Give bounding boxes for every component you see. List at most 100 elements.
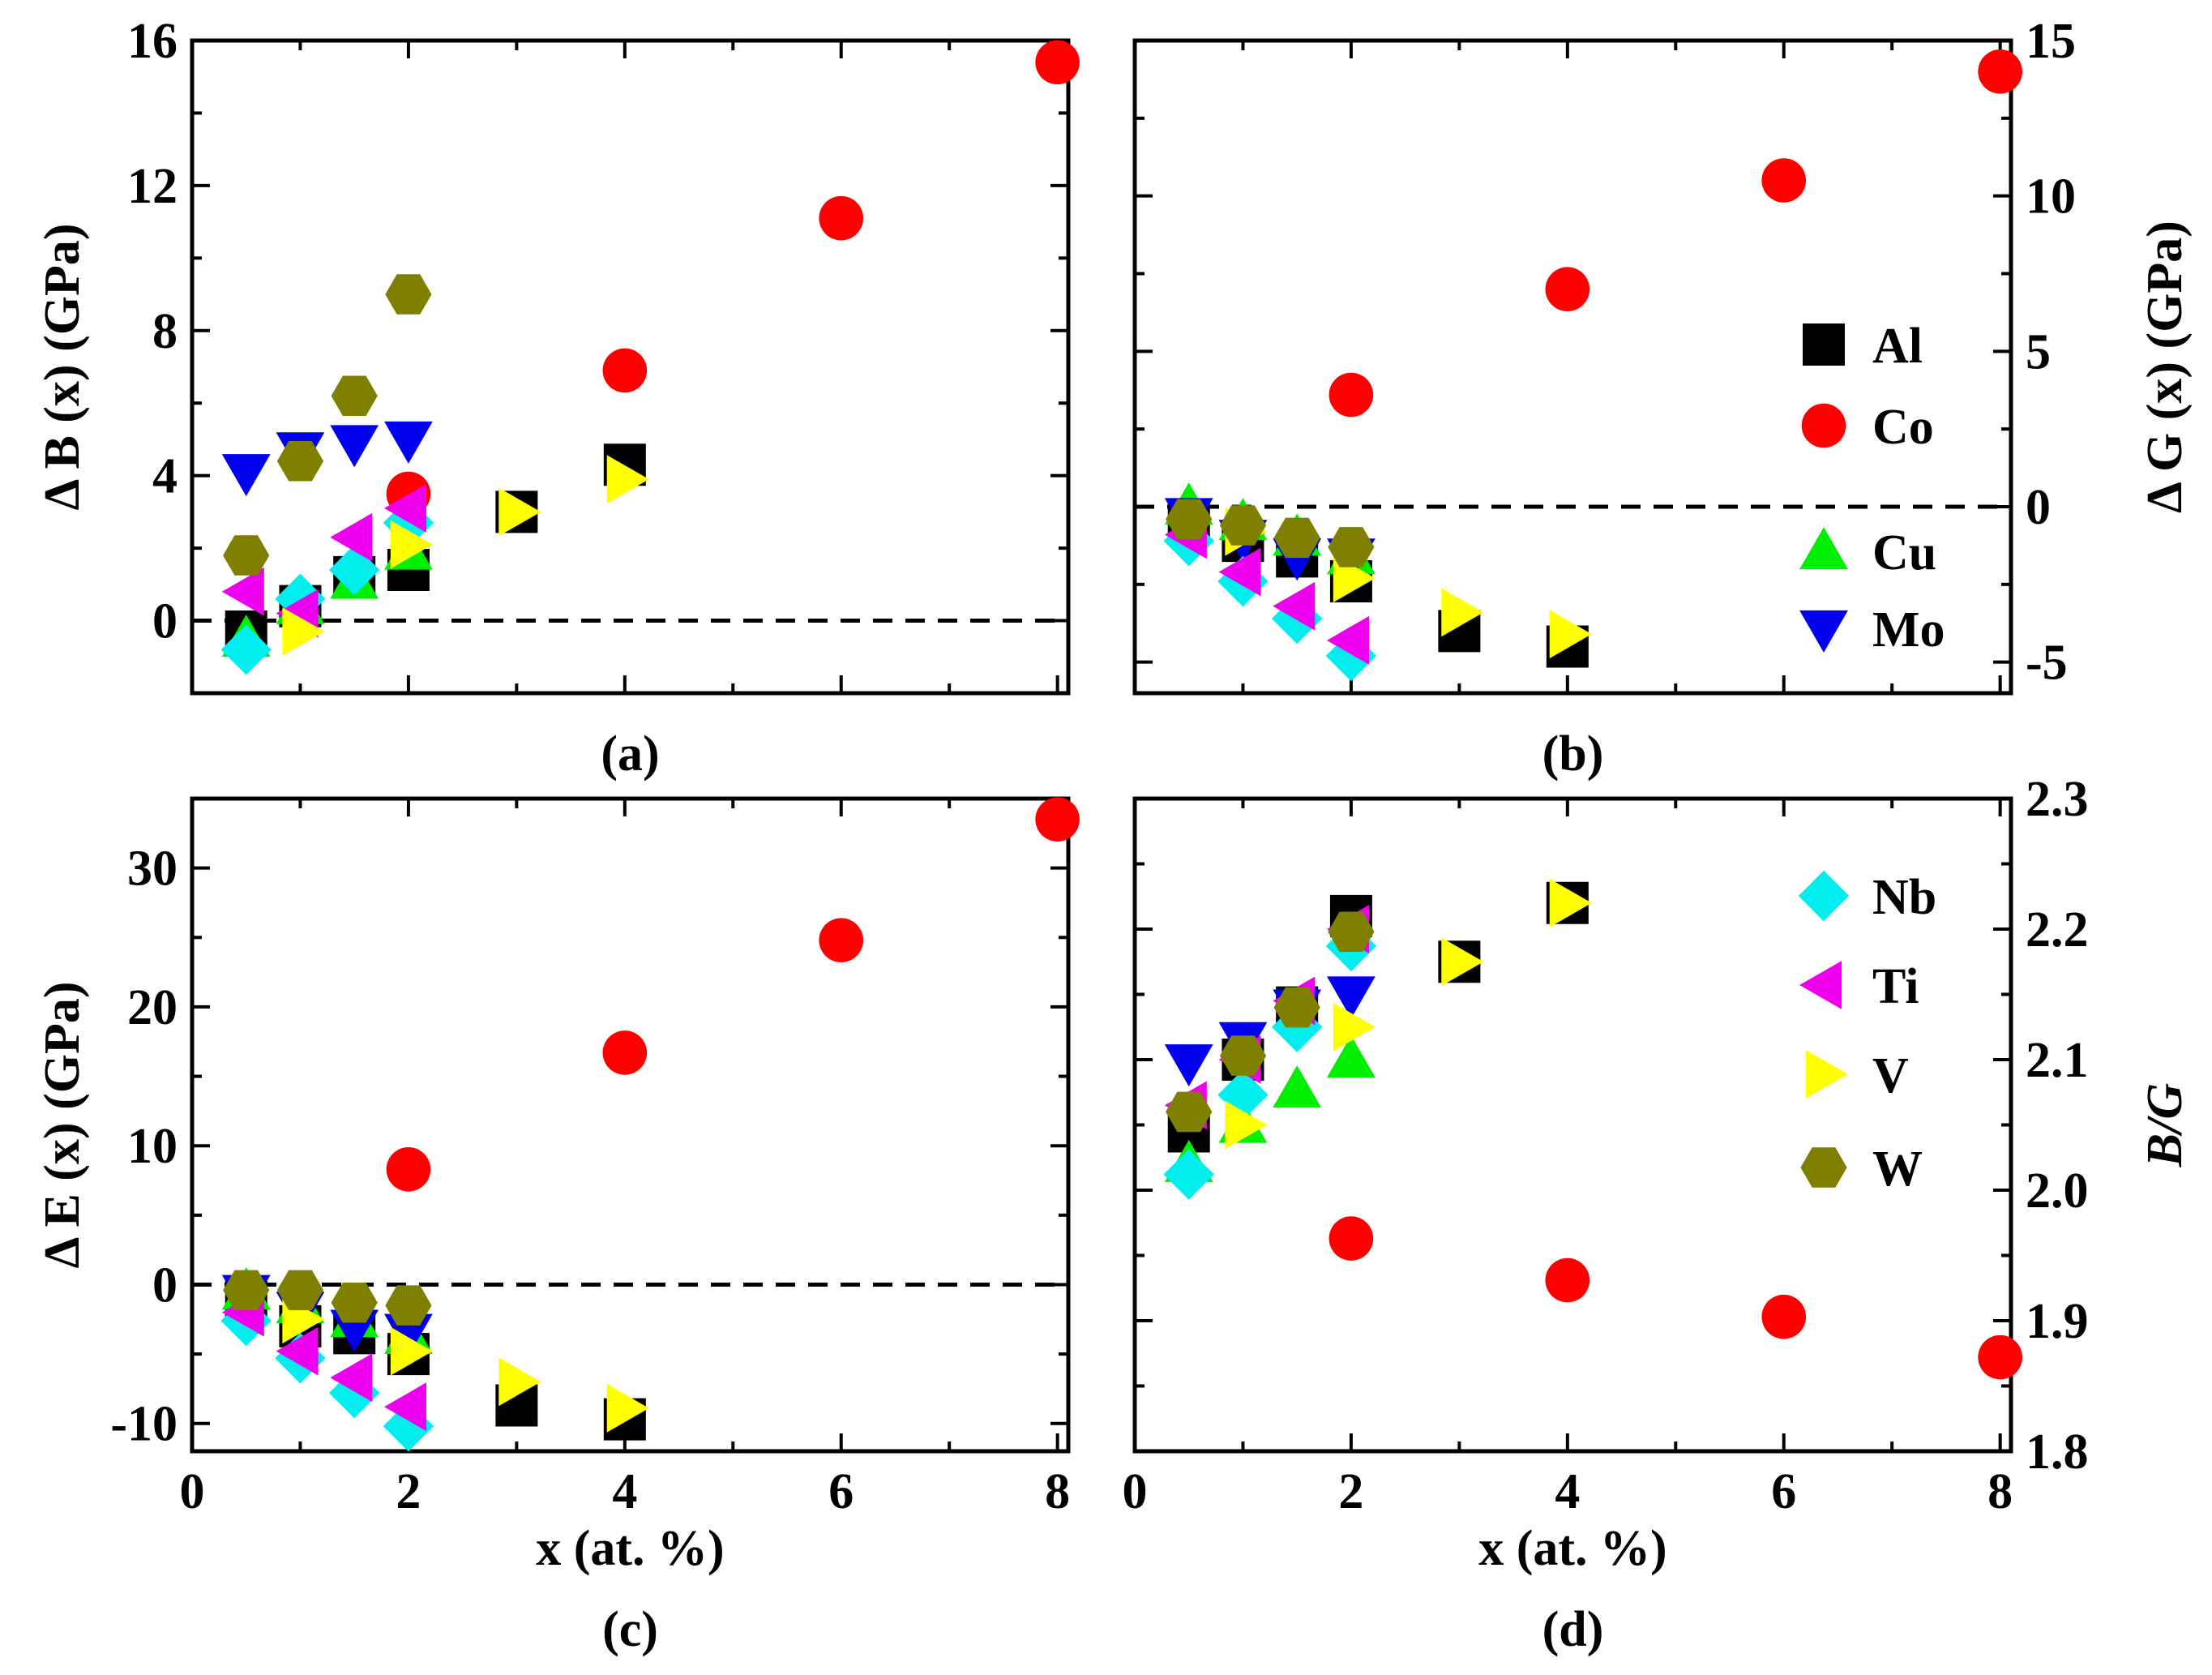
data-point-Nb [1163,1149,1214,1200]
y-axis-label: Δ G (x) (GPa) [2137,221,2193,513]
series-V [282,455,649,656]
data-point-Cu [1327,1035,1376,1078]
data-point-Ti [1218,547,1261,597]
data-point-Nb [275,573,326,624]
y-tick-label: 1.8 [2026,1424,2089,1480]
data-point-Co [1328,1216,1374,1261]
data-point-W [1328,911,1375,952]
data-point-W [223,535,270,576]
data-point-Mo [221,454,271,497]
legend-marker-Co [1801,403,1846,448]
data-point-V [282,607,325,656]
plot-frame [1132,38,2013,696]
data-point-W [276,1270,324,1311]
data-point-V [390,520,433,569]
panel-label: (d) [1542,1602,1604,1657]
x-tick-label: 0 [1123,1464,1148,1519]
data-point-W [1166,499,1213,540]
legend-entry-W: W [1800,1142,1923,1197]
legend-marker-Ti [1799,961,1842,1009]
data-point-V [1549,610,1592,659]
legend-label-Cu: Cu [1872,525,1936,580]
legend-entry-Mo: Mo [1799,602,1945,658]
y-tick-label: 1.9 [2026,1294,2089,1349]
y-tick-label: 5 [2026,324,2051,379]
y-tick-label: 10 [127,1119,178,1174]
y-tick-label: 2.1 [2026,1033,2089,1088]
x-tick-label: 8 [1045,1464,1070,1519]
data-point-V [1333,1002,1376,1052]
y-axis-label: Δ B (x) (GPa) [35,224,90,511]
data-point-W [1273,987,1320,1028]
legend-label-W: W [1872,1142,1923,1197]
panel-d: 0 2 4 6 81.8 1.9 2.0 2.1 2.2 2.3 B/G x (at. %) (d) [1123,772,2193,1657]
y-tick-label: 15 [2026,14,2076,69]
y-tick-label: 10 [2026,169,2076,225]
y-tick-label: 12 [127,159,178,214]
data-point-W [331,375,378,416]
y-tick-label: -10 [110,1397,178,1452]
x-tick-label: 4 [612,1464,637,1519]
data-point-Co [1328,372,1374,418]
data-point-Co [1035,797,1080,842]
data-point-Ti [276,1326,319,1376]
data-point-Co [1545,267,1590,311]
legend-label-Ti: Ti [1872,959,1919,1014]
series-Co [386,40,1080,516]
data-point-W [385,1285,432,1326]
y-tick-label: 8 [152,304,178,359]
series-Co [1328,1216,2022,1380]
data-point-V [1225,1100,1268,1150]
data-point-Ti [384,484,427,533]
legend-label-Mo: Mo [1872,602,1945,658]
y-axis-label: Δ E (x) (GPa) [35,982,90,1269]
panel-label: (a) [601,726,659,782]
series-W [1166,911,1375,1133]
legend-marker-V [1805,1050,1848,1099]
data-point-V [1441,937,1484,987]
data-point-Co [602,348,648,393]
legend-marker-Al [1803,323,1845,366]
data-point-Nb [383,1400,434,1452]
legend-entry-Nb: Nb [1798,870,1936,925]
x-tick-label: 2 [396,1464,421,1519]
y-tick-label: 16 [127,14,178,69]
data-point-Co [1761,158,1807,203]
y-tick-label: 0 [152,594,178,649]
series-Co [386,797,1080,1192]
data-point-Ti [221,567,264,616]
data-point-W [1166,1091,1213,1133]
data-point-W [276,441,324,482]
legend-label-Nb: Nb [1872,870,1936,925]
data-point-Co [819,918,864,963]
y-tick-label: 2.0 [2026,1163,2089,1219]
y-axis-label: B/G [2137,1083,2193,1168]
data-point-Co [1761,1294,1807,1339]
legend-b: Al Co Cu Mo [1799,319,1945,658]
data-point-V [606,1384,649,1433]
series-W [1166,499,1375,568]
data-point-V [1441,588,1484,637]
legend-entry-Ti: Ti [1799,959,1919,1014]
panel-label: (c) [602,1602,658,1657]
series-W [223,1270,432,1326]
data-point-Ti [1273,581,1316,631]
data-point-V [390,1326,433,1376]
data-point-W [385,274,432,315]
data-point-Mo [330,425,379,468]
x-axis-label: x (at. %) [1478,1521,1666,1576]
panel-a: 0 4 8 12 16 Δ B (x) (GPa) (a) [35,14,1080,782]
series-V [1225,878,1592,1150]
data-point-Co [602,1030,648,1075]
y-tick-label: -5 [2026,636,2068,691]
y-tick-label: 4 [152,449,178,504]
y-tick-label: 30 [127,842,178,897]
y-tick-label: 0 [2026,480,2051,535]
series-Co [1328,49,2022,418]
data-point-Cu [1273,1065,1322,1108]
data-point-Mo [1164,1044,1213,1087]
data-point-Mo [1327,976,1376,1019]
y-tick-label: 2.3 [2026,772,2089,827]
